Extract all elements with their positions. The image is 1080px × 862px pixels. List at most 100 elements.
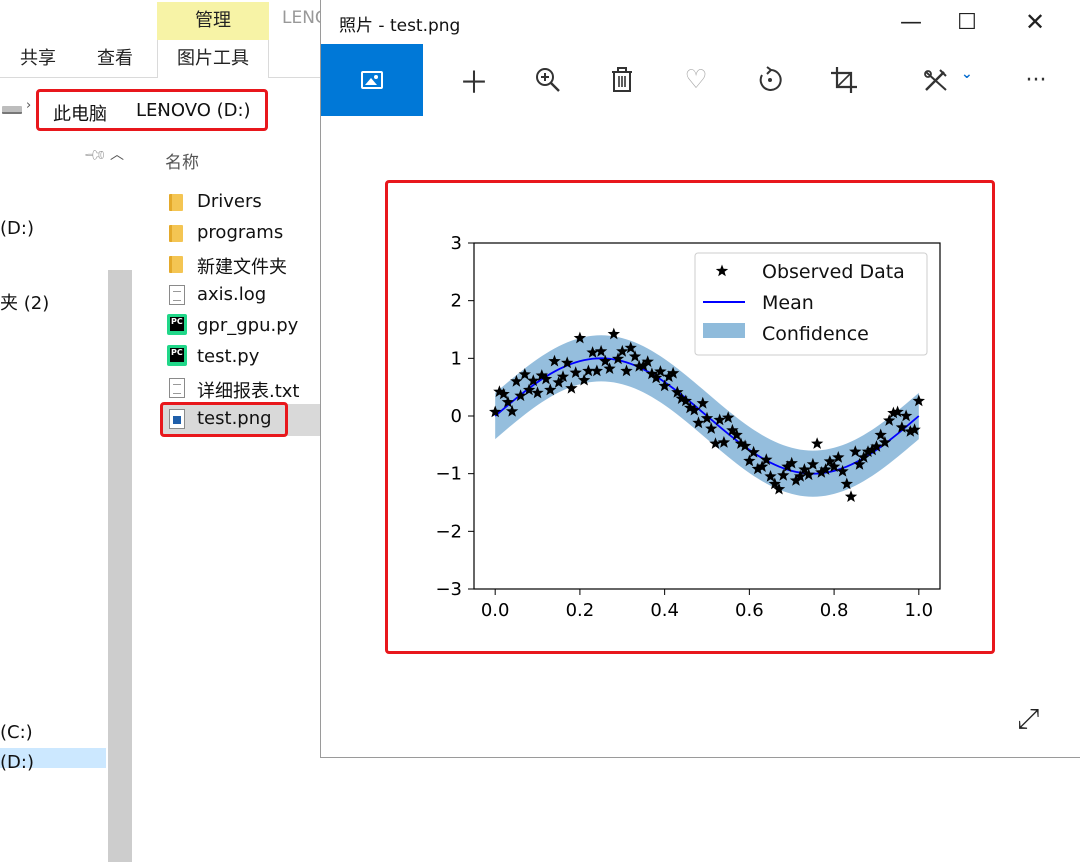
- data-point: [578, 373, 591, 386]
- data-point: [497, 387, 510, 400]
- file-name: axis.log: [197, 284, 267, 305]
- y-tick-label: 3: [451, 233, 462, 254]
- chevron-right-icon[interactable]: ›: [157, 101, 163, 119]
- ribbon-context-tab-manage[interactable]: 管理: [157, 2, 269, 40]
- nav-item-drive-d[interactable]: (D:): [0, 218, 34, 239]
- nav-scrollbar[interactable]: [108, 270, 132, 862]
- data-point: [489, 405, 502, 418]
- data-point: [692, 416, 705, 429]
- photos-toolbar: ＋ ♡: [321, 44, 1080, 116]
- data-point: [650, 371, 663, 384]
- data-point: [586, 346, 599, 358]
- data-point: [556, 370, 570, 382]
- edit-icon[interactable]: [901, 44, 971, 116]
- data-point: [688, 403, 701, 416]
- scroll-up-arrow-icon[interactable]: ︿: [110, 147, 124, 163]
- ribbon-tab-view[interactable]: 查看: [97, 48, 133, 69]
- x-tick-label: 0.4: [650, 600, 679, 621]
- list-item[interactable]: 详细报表.txt: [165, 374, 465, 402]
- data-point: [747, 445, 760, 458]
- ribbon-tab-picture-tools[interactable]: 图片工具: [157, 40, 269, 78]
- breadcrumb-highlight: 此电脑 › LENOVO (D:): [36, 89, 268, 131]
- address-bar[interactable]: › 此电脑 › LENOVO (D:): [0, 84, 320, 131]
- data-point: [777, 468, 790, 481]
- chevron-right-icon[interactable]: ›: [26, 98, 32, 113]
- crop-icon[interactable]: [809, 44, 879, 116]
- favorite-icon[interactable]: ♡: [684, 65, 708, 95]
- zoom-in-icon[interactable]: [513, 44, 583, 116]
- data-point: [666, 366, 680, 379]
- explorer-title-peek: LENC: [282, 8, 327, 28]
- data-point: [603, 362, 616, 374]
- data-point: [883, 414, 896, 426]
- x-tick-label: 0.2: [566, 600, 595, 621]
- breadcrumb-this-pc[interactable]: 此电脑: [53, 104, 107, 125]
- minimize-icon[interactable]: —: [900, 9, 922, 35]
- data-point: [823, 455, 836, 467]
- nav-item-drive-d-bottom[interactable]: (D:): [0, 752, 34, 773]
- data-point: [722, 411, 735, 423]
- data-point: [891, 405, 904, 418]
- photos-app-window: 照片 - test.png — ☐ ✕ ＋: [320, 0, 1080, 758]
- data-point: [908, 423, 921, 436]
- list-item-selected[interactable]: test.png: [165, 405, 465, 433]
- data-point: [726, 423, 739, 436]
- image-view-button[interactable]: [321, 44, 423, 116]
- data-point: [861, 445, 875, 457]
- data-point: [565, 381, 578, 394]
- data-point: [764, 470, 777, 482]
- image-viewer-highlight: 0.0 0.2 0.4 0.6 0.8 1.0 3 2 1 0 −1 −2 −3 Observed Da…: [385, 180, 995, 654]
- y-tick-label: 0: [451, 406, 462, 427]
- data-point: [709, 437, 722, 449]
- text-file-icon: [169, 378, 185, 398]
- data-point: [738, 439, 752, 452]
- list-item[interactable]: axis.log: [165, 281, 465, 309]
- chevron-down-icon[interactable]: ⌄: [961, 66, 973, 82]
- data-point: [590, 364, 603, 377]
- more-icon[interactable]: ···: [1025, 67, 1047, 93]
- data-point: [616, 344, 629, 357]
- rotate-glyph: [759, 66, 782, 91]
- pin-icon[interactable]: 📌︎: [82, 141, 109, 169]
- nav-item-folder[interactable]: 夹 (2): [0, 293, 50, 314]
- list-item[interactable]: test.py: [165, 343, 465, 371]
- x-tick-label: 0.8: [820, 600, 849, 621]
- maximize-icon[interactable]: ☐: [957, 9, 977, 35]
- file-list: 名称 Drivers programs 新建文件夹 axis.log gpr_g…: [135, 140, 1080, 768]
- data-point: [811, 437, 824, 449]
- data-point: [815, 466, 828, 478]
- expand-diagonal-icon[interactable]: ⤢: [1017, 702, 1040, 735]
- delete-icon[interactable]: [587, 44, 657, 116]
- data-point: [514, 389, 527, 402]
- list-item[interactable]: 新建文件夹: [165, 250, 465, 278]
- data-point: [624, 341, 637, 354]
- chart: 0.0 0.2 0.4 0.6 0.8 1.0 3 2 1 0 −1 −2 −3 Observed Da…: [435, 233, 941, 621]
- data-point: [611, 352, 625, 365]
- legend-label: Confidence: [762, 323, 869, 345]
- data-point: [785, 456, 798, 469]
- data-point: [887, 406, 900, 419]
- edit-create-glyph: [924, 69, 947, 91]
- list-item[interactable]: programs: [165, 219, 465, 247]
- data-point: [679, 394, 692, 407]
- data-point: [696, 396, 709, 409]
- data-point: [561, 356, 574, 369]
- file-name: 详细报表.txt: [197, 381, 300, 402]
- image-view-icon: [361, 71, 383, 89]
- list-item[interactable]: Drivers: [165, 188, 465, 216]
- nav-item-drive-c[interactable]: (C:): [0, 722, 33, 743]
- file-name: programs: [197, 222, 284, 243]
- crop-glyph: [831, 67, 857, 93]
- breadcrumb-drive-d[interactable]: LENOVO (D:): [136, 100, 251, 121]
- data-point: [870, 440, 883, 452]
- close-icon[interactable]: ✕: [1024, 8, 1046, 36]
- column-header-name[interactable]: 名称: [165, 153, 199, 173]
- rotate-icon[interactable]: [735, 44, 805, 116]
- x-tick-label: 0.6: [735, 600, 764, 621]
- add-icon[interactable]: ＋: [459, 66, 489, 101]
- list-item[interactable]: gpr_gpu.py: [165, 312, 465, 340]
- ribbon-tab-share[interactable]: 共享: [20, 48, 56, 69]
- title-bar[interactable]: 照片 - test.png — ☐ ✕: [321, 0, 1080, 44]
- data-point: [569, 366, 582, 378]
- data-point: [641, 355, 654, 368]
